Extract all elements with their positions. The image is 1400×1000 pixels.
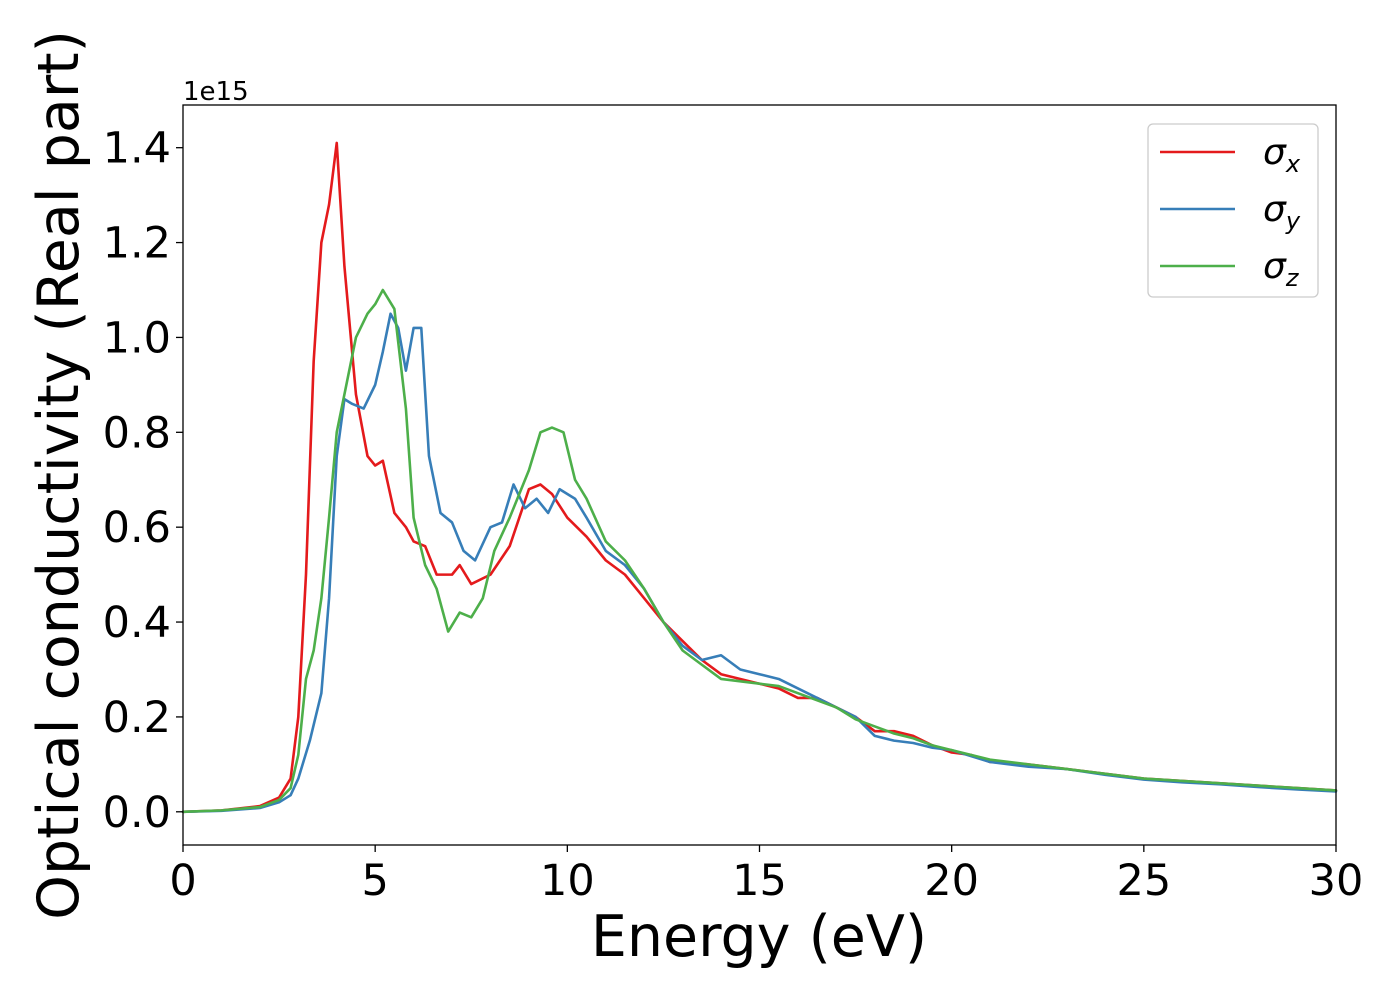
x-tick-label: 10 — [540, 856, 595, 906]
x-tick-label: 5 — [361, 856, 388, 906]
y-tick-label: 0.6 — [103, 503, 171, 553]
y-tick-label: 1.0 — [103, 313, 171, 363]
x-axis-label: Energy (eV) — [591, 904, 927, 970]
y-axis-ticks: 0.0 0.2 0.4 0.6 0.8 1.0 1.2 1.4 — [103, 124, 183, 838]
series-layer — [181, 141, 1338, 814]
x-tick-label: 30 — [1309, 856, 1364, 906]
legend-subscript: y — [1285, 207, 1301, 235]
y-tick-label: 0.8 — [103, 408, 171, 458]
x-axis-ticks: 0 5 10 15 20 25 30 — [169, 845, 1363, 906]
legend-label-y: σy — [1263, 189, 1301, 235]
series-line-z — [181, 288, 1338, 814]
x-tick-label: 25 — [1116, 856, 1171, 906]
legend-symbol: σ — [1263, 189, 1287, 230]
legend-label-z: σz — [1263, 246, 1300, 292]
y-tick-label: 0.4 — [103, 598, 171, 648]
legend-label-x: σx — [1263, 132, 1301, 178]
x-tick-label: 0 — [169, 856, 196, 906]
y-tick-label: 0.2 — [103, 693, 171, 743]
legend-subscript: x — [1285, 150, 1301, 178]
y-axis-label: Optical conductivity (Real part) — [26, 30, 92, 920]
legend-subscript: z — [1285, 264, 1300, 292]
y-tick-label: 1.2 — [103, 219, 171, 269]
y-tick-label: 0.0 — [103, 788, 171, 838]
legend-symbol: σ — [1263, 246, 1287, 287]
legend-symbol: σ — [1263, 132, 1287, 173]
legend-frame — [1147, 123, 1319, 298]
y-tick-label: 1.4 — [103, 124, 171, 174]
y-offset-label: 1e15 — [183, 77, 249, 107]
x-tick-label: 15 — [732, 856, 787, 906]
x-tick-label: 20 — [924, 856, 979, 906]
